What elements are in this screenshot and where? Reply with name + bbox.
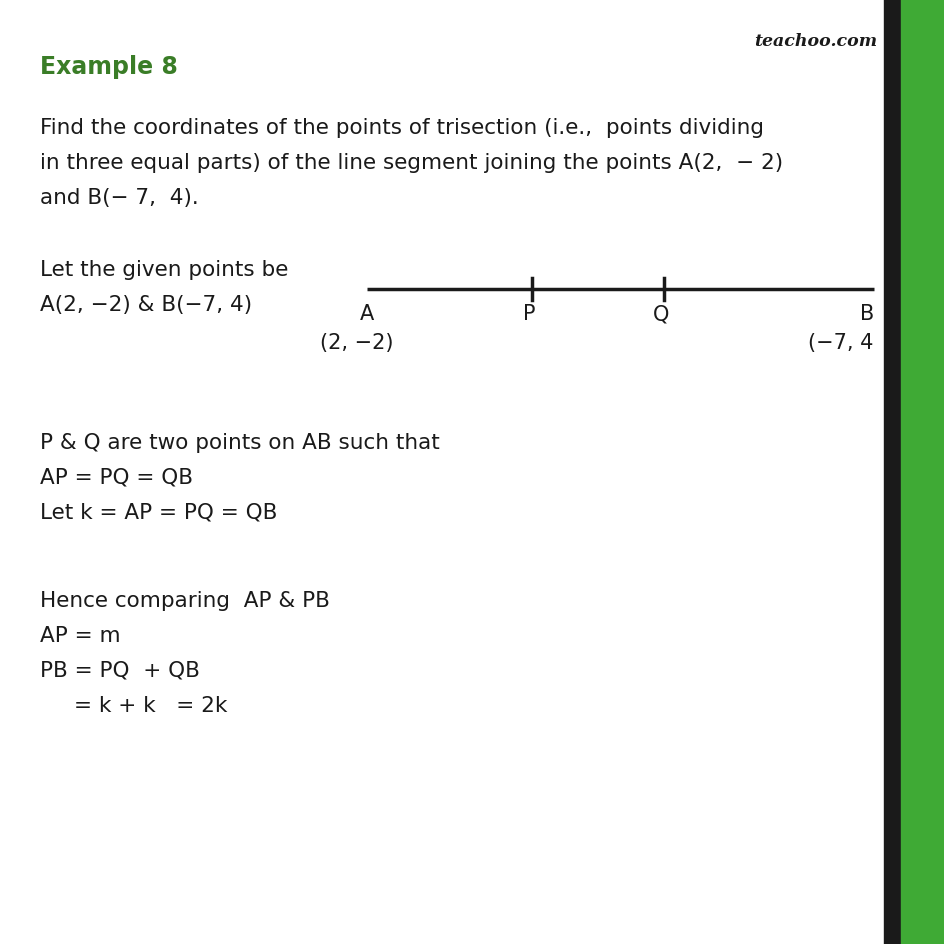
Text: AP = m: AP = m bbox=[40, 625, 120, 645]
Text: Q: Q bbox=[652, 304, 669, 324]
Text: (−7, 4: (−7, 4 bbox=[807, 332, 873, 352]
Bar bbox=[900, 0, 944, 944]
Text: teachoo.com: teachoo.com bbox=[753, 33, 876, 50]
Text: Example 8: Example 8 bbox=[40, 55, 177, 78]
Text: Hence comparing  AP & PB: Hence comparing AP & PB bbox=[40, 590, 329, 610]
Text: Find the coordinates of the points of trisection (i.e.,  points dividing: Find the coordinates of the points of tr… bbox=[40, 118, 763, 138]
Text: A(2, −2) & B(−7, 4): A(2, −2) & B(−7, 4) bbox=[40, 295, 251, 314]
Text: AP = PQ = QB: AP = PQ = QB bbox=[40, 467, 193, 487]
Text: B: B bbox=[859, 304, 874, 324]
Text: and B(− 7,  4).: and B(− 7, 4). bbox=[40, 188, 198, 208]
Text: in three equal parts) of the line segment joining the points A(2,  − 2): in three equal parts) of the line segmen… bbox=[40, 153, 782, 173]
Text: Let the given points be: Let the given points be bbox=[40, 260, 288, 279]
Text: PB = PQ  + QB: PB = PQ + QB bbox=[40, 660, 199, 680]
Text: = k + k   = 2k: = k + k = 2k bbox=[74, 695, 227, 715]
Text: Let k = AP = PQ = QB: Let k = AP = PQ = QB bbox=[40, 502, 277, 522]
Text: A: A bbox=[359, 304, 374, 324]
Text: P & Q are two points on AB such that: P & Q are two points on AB such that bbox=[40, 432, 439, 452]
Text: (2, −2): (2, −2) bbox=[320, 332, 394, 352]
Bar bbox=[883, 0, 900, 944]
Text: P: P bbox=[522, 304, 535, 324]
